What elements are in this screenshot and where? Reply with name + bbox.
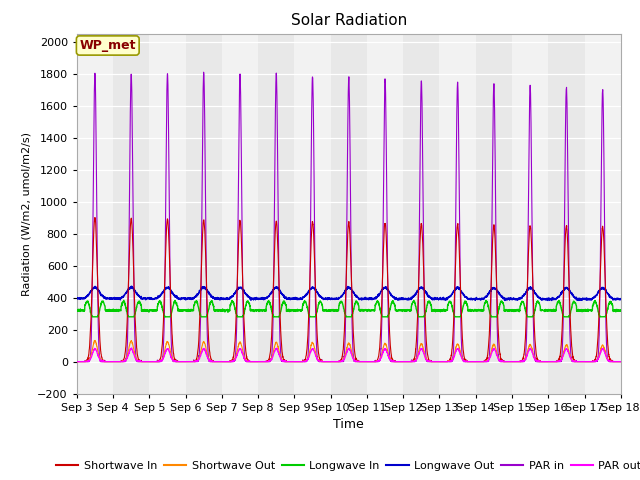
Bar bbox=[367, 34, 403, 394]
Bar bbox=[77, 34, 113, 394]
Bar bbox=[149, 34, 186, 394]
X-axis label: Time: Time bbox=[333, 418, 364, 431]
Bar bbox=[222, 34, 258, 394]
Bar bbox=[584, 34, 621, 394]
Title: Solar Radiation: Solar Radiation bbox=[291, 13, 407, 28]
Legend: Shortwave In, Shortwave Out, Longwave In, Longwave Out, PAR in, PAR out: Shortwave In, Shortwave Out, Longwave In… bbox=[52, 457, 640, 476]
Y-axis label: Radiation (W/m2, umol/m2/s): Radiation (W/m2, umol/m2/s) bbox=[22, 132, 32, 296]
Bar bbox=[440, 34, 476, 394]
Bar bbox=[294, 34, 331, 394]
Text: WP_met: WP_met bbox=[79, 39, 136, 52]
Bar bbox=[512, 34, 548, 394]
